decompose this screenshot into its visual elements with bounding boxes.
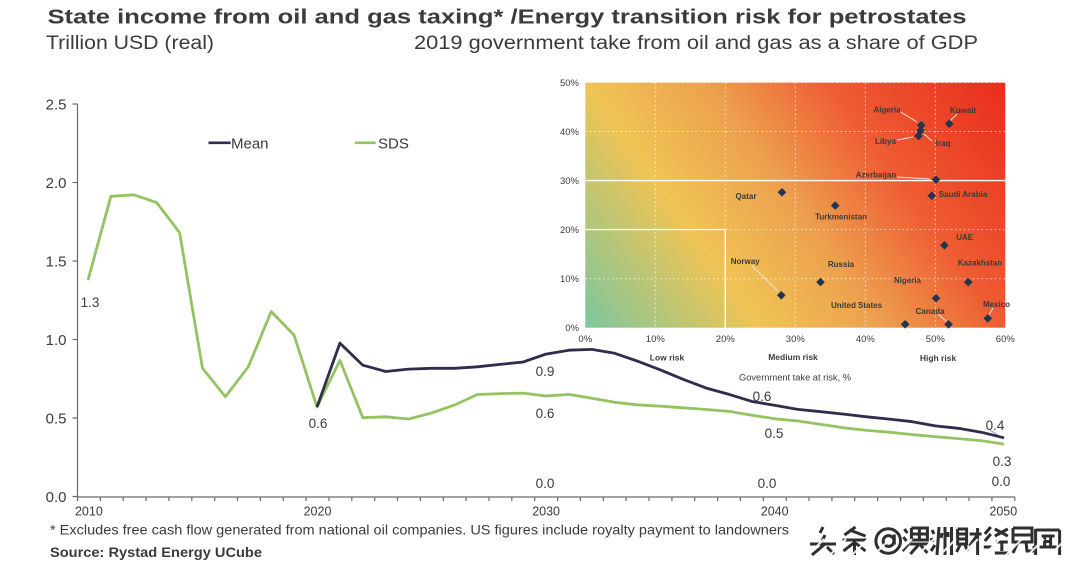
svg-text:Trillion USD (real): Trillion USD (real): [46, 33, 214, 54]
svg-text:Azerbaijan: Azerbaijan: [856, 171, 897, 180]
svg-text:2019 government take from oil: 2019 government take from oil and gas as…: [414, 33, 978, 54]
svg-text:0.9: 0.9: [536, 364, 555, 379]
svg-text:Norway: Norway: [731, 257, 760, 266]
svg-text:UAE: UAE: [956, 233, 974, 242]
svg-text:60%: 60%: [996, 334, 1016, 345]
svg-text:0.0: 0.0: [758, 476, 777, 491]
svg-text:2.5: 2.5: [46, 97, 67, 114]
svg-text:0.6: 0.6: [309, 416, 328, 431]
svg-text:0.0: 0.0: [46, 489, 67, 506]
svg-text:1.0: 1.0: [46, 332, 67, 349]
svg-text:2050: 2050: [989, 505, 1017, 519]
svg-text:Russia: Russia: [828, 260, 855, 269]
svg-text:Qatar: Qatar: [736, 192, 757, 201]
svg-text:0.5: 0.5: [46, 411, 67, 428]
svg-text:2.0: 2.0: [46, 175, 67, 192]
svg-text:Mean: Mean: [231, 136, 269, 153]
svg-text:30%: 30%: [560, 176, 580, 187]
svg-text:2040: 2040: [761, 505, 789, 519]
svg-text:50%: 50%: [560, 78, 580, 89]
svg-text:High risk: High risk: [920, 353, 957, 363]
svg-text:0.0: 0.0: [536, 476, 555, 491]
svg-text:Medium risk: Medium risk: [768, 352, 818, 362]
svg-text:10%: 10%: [560, 274, 580, 285]
svg-text:Mexico: Mexico: [983, 300, 1010, 309]
svg-text:0%: 0%: [565, 323, 579, 334]
svg-text:Iraq: Iraq: [936, 139, 951, 148]
svg-text:Turkmenistan: Turkmenistan: [815, 213, 867, 222]
svg-text:United States: United States: [831, 301, 883, 310]
svg-text:0.0: 0.0: [992, 474, 1011, 489]
svg-text:30%: 30%: [786, 334, 806, 345]
svg-text:Canada: Canada: [916, 307, 945, 316]
svg-text:Kazakhstan: Kazakhstan: [958, 259, 1003, 268]
svg-text:40%: 40%: [856, 334, 876, 345]
svg-text:50%: 50%: [926, 334, 946, 345]
svg-text:0.6: 0.6: [753, 389, 772, 404]
svg-text:10%: 10%: [646, 334, 666, 345]
svg-text:Source: Rystad Energy UCube: Source: Rystad Energy UCube: [50, 544, 262, 560]
svg-text:40%: 40%: [560, 127, 580, 138]
svg-text:2010: 2010: [75, 505, 103, 519]
svg-text:0.6: 0.6: [536, 406, 555, 421]
svg-text:2020: 2020: [304, 505, 332, 519]
svg-text:0%: 0%: [578, 334, 592, 345]
svg-text:Libya: Libya: [875, 137, 896, 146]
svg-text:State income from oil and gas: State income from oil and gas taxing* /E…: [48, 7, 967, 29]
svg-text:20%: 20%: [716, 334, 736, 345]
svg-text:0.3: 0.3: [993, 454, 1012, 469]
svg-text:Saudi Arabia: Saudi Arabia: [939, 190, 988, 199]
svg-text:Government take at risk, %: Government take at risk, %: [739, 373, 852, 384]
svg-text:1.5: 1.5: [46, 254, 67, 271]
svg-text:SDS: SDS: [378, 136, 409, 153]
svg-text:1.3: 1.3: [81, 295, 100, 310]
svg-text:Nigeria: Nigeria: [894, 276, 922, 285]
svg-text:0.5: 0.5: [765, 426, 784, 441]
svg-text:2030: 2030: [532, 505, 560, 519]
svg-text:Algeria: Algeria: [873, 106, 901, 115]
svg-text:0.4: 0.4: [986, 418, 1005, 433]
svg-text:* Excludes free cash flow gene: * Excludes free cash flow generated from…: [50, 522, 789, 538]
svg-text:20%: 20%: [560, 225, 580, 236]
svg-text:Low risk: Low risk: [650, 353, 685, 363]
svg-text:Kuwait: Kuwait: [950, 106, 977, 115]
